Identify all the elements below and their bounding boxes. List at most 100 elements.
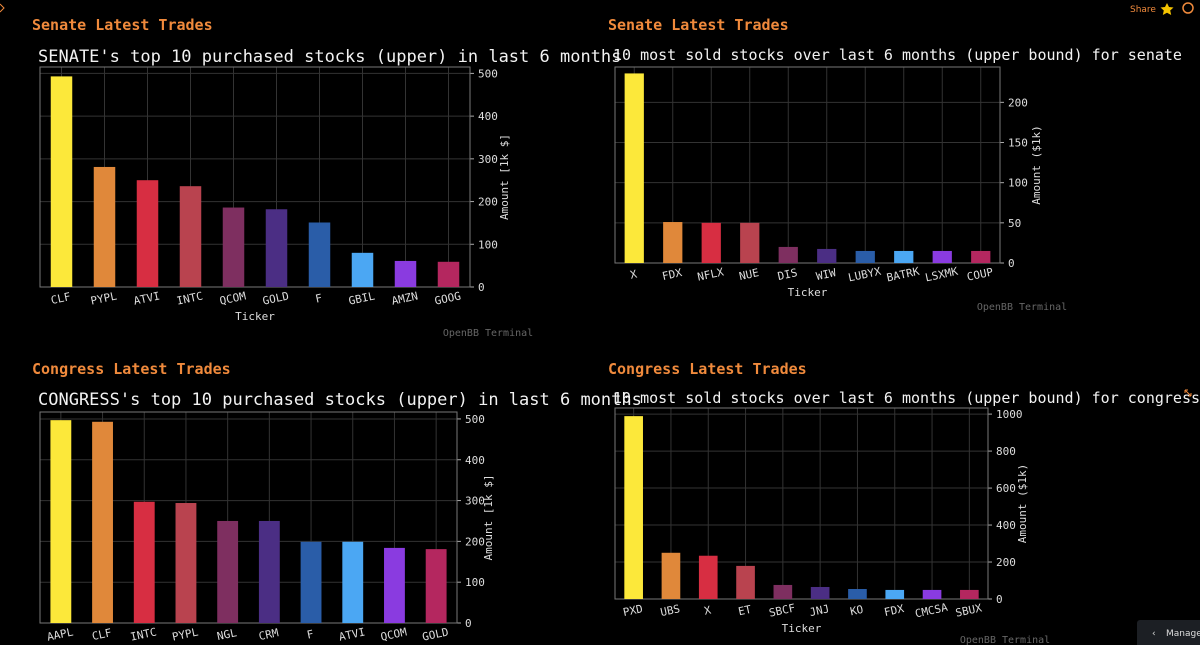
bar [773, 584, 793, 599]
manage-button[interactable] [1137, 620, 1200, 645]
y-tick-label: 400 [465, 454, 485, 467]
y-tick-label: 500 [465, 413, 485, 426]
bar [922, 589, 942, 599]
bar [736, 565, 755, 599]
panel-heading: Congress Latest Trades [32, 360, 231, 378]
bar [661, 552, 681, 599]
side-arrow[interactable] [0, 3, 5, 13]
bar [848, 589, 867, 599]
x-tick-label: PYPL [89, 289, 118, 307]
bar [217, 520, 239, 623]
x-tick-label: AAPL [46, 625, 75, 643]
x-tick-label: FDX [883, 602, 906, 619]
y-tick-label: 150 [1008, 137, 1028, 150]
y-axis-label: Amount ($1k) [1016, 464, 1029, 543]
plot-frame [614, 66, 1001, 264]
panel-heading: Congress Latest Trades [608, 360, 807, 378]
plot-frame [614, 407, 989, 600]
chart-title: 10 most sold stocks over last 6 months (… [613, 389, 1200, 407]
y-tick-label: 200 [478, 196, 498, 209]
x-tick-label: ET [737, 603, 753, 619]
chart-title: CONGRESS's top 10 purchased stocks (uppe… [38, 390, 642, 410]
bar [701, 222, 721, 263]
y-tick-label: 600 [996, 482, 1016, 495]
x-tick-label: CRM [258, 626, 281, 643]
bar [384, 547, 405, 623]
x-tick-label: GOLD [261, 289, 290, 307]
y-axis-label: Amount ($1k) [1030, 125, 1043, 204]
x-tick-label: PXD [622, 602, 644, 619]
bar [894, 250, 914, 263]
x-tick-label: NFLX [696, 265, 725, 283]
bar [817, 248, 837, 263]
bar [175, 503, 197, 623]
watermark: OpenBB Terminal [443, 328, 533, 339]
x-tick-label: FDX [661, 266, 684, 283]
x-tick-label: JNJ [808, 602, 830, 619]
y-tick-label: 0 [478, 281, 485, 294]
x-tick-label: SBCF [768, 601, 797, 619]
bar [136, 180, 159, 287]
github-icon[interactable] [1182, 2, 1194, 14]
y-tick-label: 100 [478, 238, 498, 251]
bar [855, 250, 875, 263]
y-tick-label: 200 [465, 535, 485, 548]
y-tick-label: 500 [478, 67, 498, 80]
x-axis-label: Ticker [788, 286, 828, 299]
x-tick-label: GBIL [347, 289, 376, 307]
plot-frame [39, 411, 458, 624]
bar [971, 250, 991, 263]
bar [778, 246, 798, 263]
y-tick-label: 300 [465, 495, 485, 508]
manage-button-label[interactable]: Manage a [1166, 629, 1200, 639]
y-tick-label: 400 [478, 110, 498, 123]
bar [960, 589, 979, 599]
y-tick-label: 50 [1008, 217, 1021, 230]
x-tick-label: UBS [659, 602, 681, 619]
y-axis-label: Amount [1k $] [482, 474, 495, 560]
y-tick-label: 200 [1008, 96, 1028, 109]
bar [624, 73, 644, 263]
y-tick-label: 100 [1008, 177, 1028, 190]
manage-button-label[interactable]: ‹ [1152, 629, 1156, 639]
bar [663, 222, 683, 263]
bar [222, 207, 245, 287]
panel-heading: Senate Latest Trades [608, 16, 789, 34]
chart-title: SENATE's top 10 purchased stocks (upper)… [38, 47, 621, 67]
x-tick-label: F [306, 628, 315, 642]
x-tick-label: INTC [129, 625, 158, 643]
y-tick-label: 300 [478, 153, 498, 166]
x-axis-label: Ticker [782, 622, 822, 635]
x-tick-label: ATVI [338, 625, 367, 643]
star-icon[interactable] [1160, 3, 1174, 15]
plot-frame [39, 66, 471, 288]
share-button[interactable]: Share [1130, 5, 1156, 15]
bar [437, 261, 460, 287]
y-tick-label: 800 [996, 445, 1016, 458]
x-tick-label: GOOG [433, 289, 462, 307]
x-tick-label: PYPL [171, 625, 200, 643]
y-tick-label: 0 [465, 617, 472, 630]
x-tick-label: COUP [966, 265, 995, 283]
expand-icon[interactable] [1184, 389, 1192, 397]
bar [810, 586, 830, 599]
x-tick-label: DIS [776, 266, 798, 283]
bar [258, 520, 280, 623]
bar [92, 421, 113, 623]
bar [179, 186, 202, 287]
bar [342, 541, 364, 623]
x-tick-label: AMZN [390, 289, 419, 307]
y-tick-label: 400 [996, 519, 1016, 532]
x-axis-label: Ticker [235, 310, 275, 323]
x-tick-label: KO [849, 603, 865, 618]
y-tick-label: 0 [996, 593, 1003, 606]
bar [624, 416, 643, 599]
y-axis-label: Amount [1k $] [498, 134, 511, 220]
bar [394, 260, 417, 287]
x-tick-label: INTC [175, 289, 204, 307]
x-tick-label: ATVI [132, 289, 161, 307]
x-tick-label: CLF [50, 290, 72, 307]
bar [351, 252, 374, 287]
